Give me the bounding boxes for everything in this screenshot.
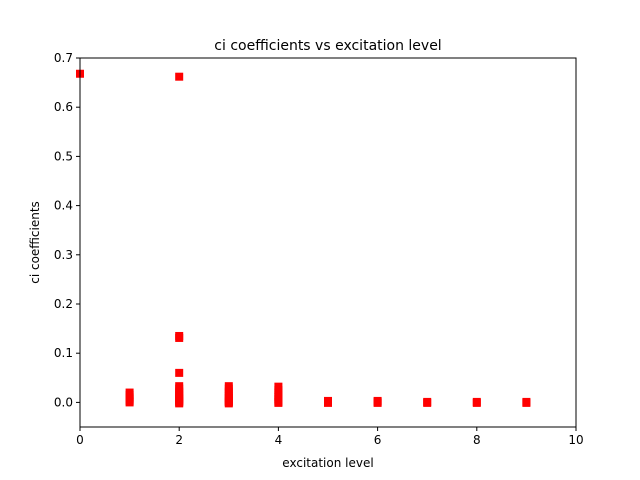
x-tick-label: 2 — [175, 433, 183, 447]
y-tick-label: 0.0 — [54, 395, 73, 409]
x-tick-label: 8 — [473, 433, 481, 447]
x-tick-label: 10 — [568, 433, 583, 447]
y-tick-label: 0.1 — [54, 346, 73, 360]
y-tick-label: 0.5 — [54, 149, 73, 163]
data-point — [373, 398, 382, 407]
x-tick-label: 0 — [76, 433, 84, 447]
x-axis-label: excitation level — [282, 456, 373, 470]
data-point — [224, 399, 233, 408]
plot-frame — [79, 57, 577, 428]
data-point — [423, 398, 432, 407]
data-point — [324, 398, 332, 407]
data-point — [175, 368, 184, 377]
data-point — [125, 398, 134, 407]
chart-title: ci coefficients vs excitation level — [214, 38, 441, 54]
y-tick-label: 0.4 — [54, 199, 73, 213]
data-point — [522, 398, 531, 407]
y-tick-label: 0.7 — [54, 51, 73, 65]
data-point — [175, 333, 184, 342]
data-point — [472, 398, 481, 407]
x-tick-label: 6 — [374, 433, 382, 447]
x-tick-label: 4 — [275, 433, 283, 447]
y-tick-label: 0.3 — [54, 248, 73, 262]
data-point — [175, 72, 184, 81]
y-tick-label: 0.6 — [54, 100, 73, 114]
data-point — [274, 398, 283, 407]
points-layer — [76, 69, 531, 408]
ticks-layer: 0 2 4 6 8 10 0.0 0.1 0.2 0.3 0.4 0.5 0.6 0.7 — [54, 51, 584, 447]
y-tick-label: 0.2 — [54, 297, 73, 311]
data-point — [175, 399, 184, 408]
y-axis-label: ci coefficients — [28, 201, 42, 284]
